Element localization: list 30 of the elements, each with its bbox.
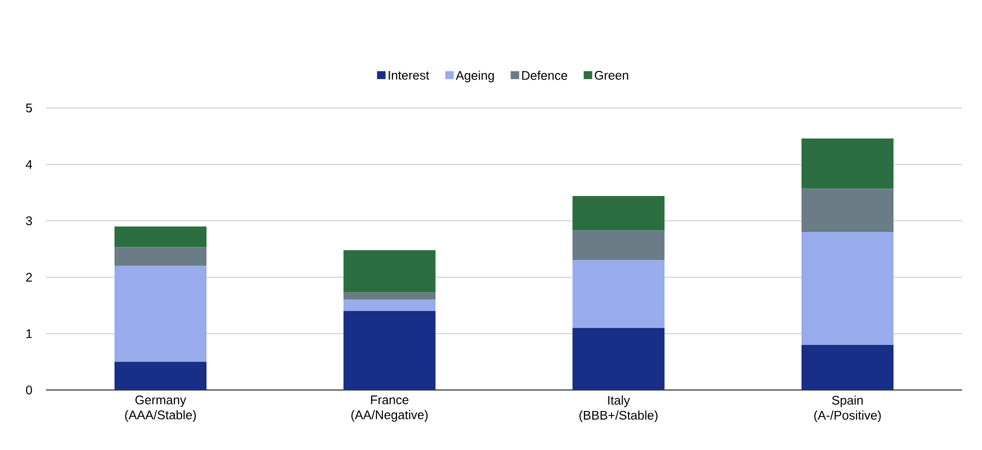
y-tick-label: 2: [26, 272, 32, 282]
x-tick-label: Italy (BBB+/Stable): [580, 396, 658, 422]
bar: [802, 344, 894, 390]
x-tick-label: Spain (A-/Positive): [814, 396, 881, 422]
x-tick-label: Germany (AAA/Stable): [125, 396, 196, 422]
legend-label: Interest: [388, 70, 430, 80]
legend-label: Defence: [522, 70, 568, 80]
y-tick-label: 4: [26, 160, 32, 169]
bar: [802, 232, 894, 345]
bar: [114, 247, 206, 266]
y-tick-label: 5: [26, 104, 32, 112]
bar: [344, 250, 436, 292]
bar: [344, 300, 436, 312]
bar: [114, 266, 206, 362]
bar: [572, 230, 665, 260]
bar: [114, 226, 206, 248]
bar: [114, 362, 206, 390]
legend-label: Ageing: [456, 70, 494, 82]
y-tick-label: 1: [26, 329, 32, 338]
x-tick-label: France (AA/Negative): [351, 396, 428, 422]
y-tick-label: 3: [26, 216, 32, 226]
bar: [572, 328, 665, 390]
bar: [802, 188, 894, 232]
bar: [344, 292, 436, 300]
y-tick-label: 0: [26, 386, 32, 394]
bar: [344, 311, 436, 390]
bar: [572, 196, 665, 230]
bar: [802, 138, 894, 189]
legend-label: Green: [594, 70, 628, 80]
bar: [572, 260, 665, 328]
